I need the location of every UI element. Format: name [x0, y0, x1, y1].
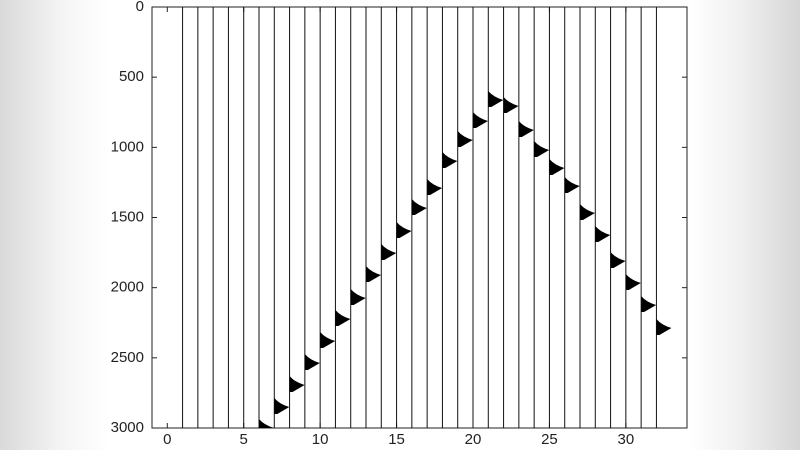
y-tick-label: 0: [136, 0, 144, 15]
wavelet: [411, 199, 427, 216]
wavelet: [503, 96, 519, 113]
y-tick-label: 3000: [111, 419, 144, 436]
x-tick-label: 10: [312, 431, 329, 448]
wavelet: [259, 419, 274, 428]
wavelet: [457, 130, 473, 147]
x-tick-label: 20: [465, 431, 482, 448]
wavelet: [366, 265, 381, 282]
wavelet: [534, 141, 550, 158]
wavelet: [549, 159, 565, 176]
x-tick-label: 30: [618, 431, 635, 448]
wavelet: [610, 252, 626, 269]
wavelet: [335, 310, 351, 327]
wavelet: [427, 178, 443, 195]
wavelet: [595, 225, 611, 242]
wavelet: [625, 273, 641, 290]
x-tick-label: 15: [388, 431, 405, 448]
wavelet: [320, 332, 336, 349]
x-tick-label: 0: [163, 431, 171, 448]
wavelet: [473, 112, 488, 129]
wavelet: [396, 222, 412, 239]
wavelet: [381, 244, 397, 261]
y-tick-label: 2000: [111, 279, 144, 296]
wavelet: [656, 318, 672, 335]
wavelet: [488, 90, 504, 107]
y-tick-label: 500: [119, 68, 144, 85]
wavelet: [641, 295, 657, 312]
wavelet: [580, 204, 595, 221]
y-tick-label: 2500: [111, 349, 144, 366]
wavelet: [350, 288, 366, 305]
wavelet: [304, 353, 320, 370]
wavelet: [442, 151, 458, 168]
wavelet: [289, 375, 305, 392]
y-tick-label: 1000: [111, 138, 144, 155]
wavelet: [518, 120, 534, 137]
y-tick-label: 1500: [111, 208, 144, 225]
figure-panel: [110, 0, 690, 450]
wavelet: [274, 398, 290, 415]
wavelet: [564, 176, 580, 193]
x-tick-label: 5: [240, 431, 248, 448]
x-tick-label: 25: [541, 431, 558, 448]
